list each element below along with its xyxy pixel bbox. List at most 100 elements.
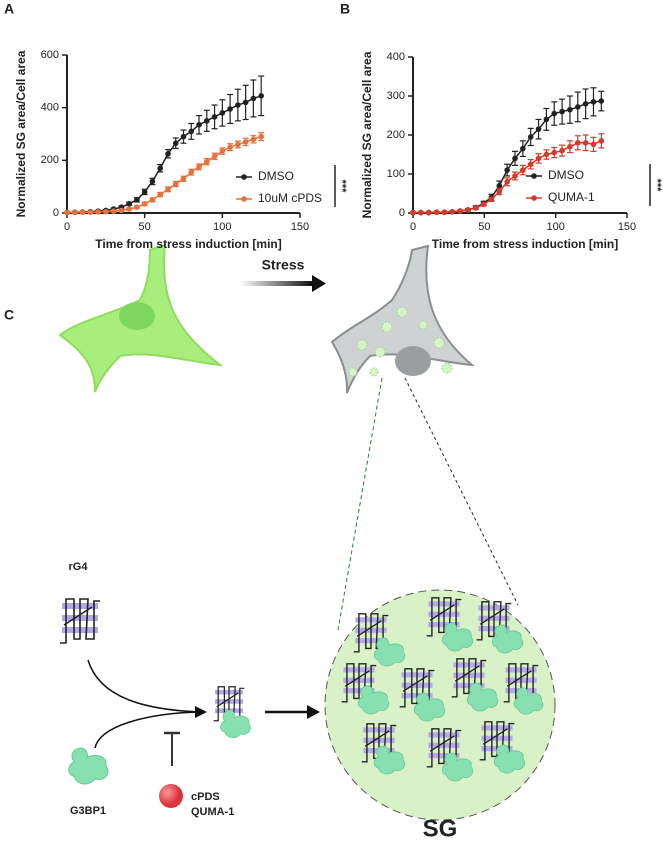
panel-label: A <box>4 1 14 17</box>
arrow-head <box>307 705 320 719</box>
point <box>149 178 156 185</box>
significance-label: *** <box>651 179 663 193</box>
point <box>465 207 471 213</box>
point <box>227 106 233 112</box>
point <box>520 145 526 152</box>
point <box>410 209 416 216</box>
legend-marker <box>241 174 247 180</box>
point <box>126 200 132 207</box>
y-tick-label: 300 <box>387 90 405 102</box>
y-tick-label: 200 <box>387 129 405 141</box>
stress-label: Stress <box>262 257 305 273</box>
point <box>488 196 495 203</box>
granules <box>348 306 453 377</box>
point <box>520 167 526 173</box>
nucleus <box>119 302 155 330</box>
point <box>480 201 487 208</box>
y-tick-label: 100 <box>387 168 405 180</box>
point <box>574 104 581 110</box>
point <box>559 147 565 154</box>
point <box>449 209 456 215</box>
zoom-line <box>404 377 519 606</box>
point <box>504 167 510 173</box>
point <box>535 155 542 162</box>
point <box>512 173 518 179</box>
point <box>118 207 125 214</box>
point <box>157 165 163 172</box>
point <box>258 93 264 99</box>
legend-marker <box>531 173 537 179</box>
point <box>543 116 550 123</box>
point <box>157 191 163 198</box>
point <box>79 209 86 216</box>
point <box>441 209 448 216</box>
x-tick-label: 150 <box>618 221 636 233</box>
point <box>582 101 589 107</box>
point <box>64 209 70 216</box>
y-tick-label: 400 <box>387 51 405 63</box>
nucleus <box>395 346 431 376</box>
point <box>126 206 132 212</box>
g3bp1-protein <box>68 747 109 785</box>
point <box>204 118 210 124</box>
panel-label: B <box>340 1 350 17</box>
stressed-cell <box>330 244 476 394</box>
inhibitor-label: QUMA-1 <box>191 806 234 818</box>
legend-marker <box>531 195 537 201</box>
point <box>134 204 140 211</box>
panel-label: C <box>4 307 14 323</box>
point <box>134 197 140 203</box>
point <box>141 200 148 207</box>
legend-label: DMSO <box>258 169 294 183</box>
point <box>211 114 218 120</box>
point <box>71 209 78 216</box>
point <box>258 133 264 140</box>
point <box>219 110 226 116</box>
point <box>504 179 510 185</box>
inhibitor-sphere <box>159 784 183 808</box>
point <box>235 141 241 148</box>
legend-label: DMSO <box>548 168 584 182</box>
point <box>196 164 202 170</box>
point <box>172 140 179 147</box>
x-tick-label: 0 <box>64 221 70 233</box>
point <box>598 98 605 104</box>
point <box>211 153 218 160</box>
x-tick-label: 100 <box>546 221 564 233</box>
point <box>551 110 558 117</box>
legend-marker <box>241 196 247 202</box>
legend-label: 10uM cPDS <box>258 191 322 205</box>
point <box>433 209 440 216</box>
point <box>551 149 558 156</box>
rg4-structure <box>59 598 101 644</box>
point <box>496 188 503 195</box>
point <box>227 144 233 150</box>
binding-curves <box>87 659 201 749</box>
point <box>235 102 241 108</box>
x-tick-label: 50 <box>139 221 151 233</box>
point <box>590 99 597 105</box>
point <box>242 139 249 145</box>
complex-protein <box>220 709 251 739</box>
x-axis-label: Time from stress induction [min] <box>95 237 281 251</box>
sg-label: SG <box>423 815 458 842</box>
series-line <box>66 95 262 214</box>
y-tick-label: 0 <box>399 207 405 219</box>
point <box>425 209 432 216</box>
point <box>567 106 573 113</box>
g3bp1-label: G3BP1 <box>70 805 106 817</box>
x-axis-label: Time from stress induction [min] <box>432 237 618 251</box>
point <box>188 128 195 135</box>
point <box>590 141 597 148</box>
point <box>103 208 109 215</box>
point <box>141 189 148 195</box>
y-tick-label: 400 <box>41 102 59 114</box>
point <box>582 140 589 146</box>
point <box>527 134 534 140</box>
point <box>250 136 257 143</box>
point <box>149 197 156 203</box>
point <box>172 181 179 187</box>
point <box>472 205 479 211</box>
point <box>418 209 424 216</box>
